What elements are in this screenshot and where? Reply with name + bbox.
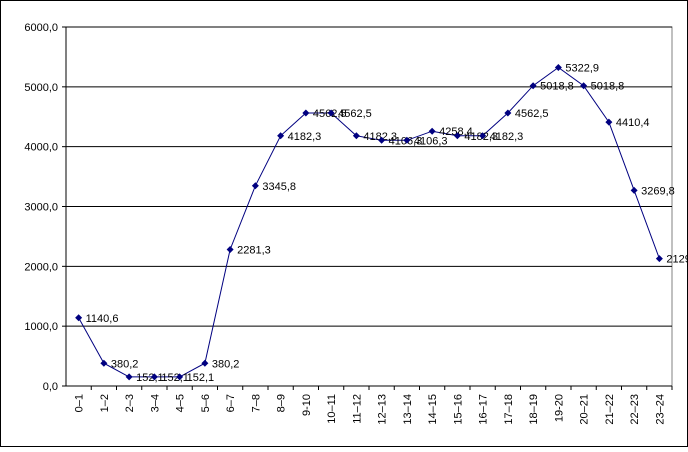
- data-label: 3345,8: [262, 181, 296, 193]
- data-label: 4258,4: [439, 126, 473, 138]
- marker: [302, 109, 310, 117]
- x-tick-label: 0–1: [74, 394, 86, 412]
- marker: [226, 246, 234, 254]
- data-label: 4562,5: [515, 108, 549, 120]
- marker: [327, 109, 335, 117]
- x-tick-label: 2–3: [124, 394, 136, 412]
- marker: [504, 109, 512, 117]
- marker: [479, 132, 487, 140]
- marker: [251, 182, 259, 190]
- data-label: 4182,3: [490, 131, 524, 143]
- x-tick-label: 13–14: [402, 394, 414, 425]
- marker: [352, 132, 360, 140]
- data-label: 2281,3: [237, 245, 271, 257]
- x-tick-label: 14–15: [427, 394, 439, 425]
- x-tick-label: 16–17: [478, 394, 490, 425]
- x-tick-label: 5–6: [200, 394, 212, 412]
- marker: [75, 314, 83, 322]
- x-tick-label: 22–23: [629, 394, 641, 425]
- data-label: 380,2: [212, 358, 240, 370]
- y-tick-label: 0,0: [43, 381, 58, 393]
- y-tick-label: 1000,0: [24, 321, 58, 333]
- data-label: 4182,3: [363, 131, 397, 143]
- marker: [378, 136, 386, 144]
- x-tick-label: 19-20: [553, 394, 565, 422]
- marker: [554, 64, 562, 72]
- marker: [630, 186, 638, 194]
- x-tick-label: 20–21: [579, 394, 591, 425]
- data-label: 2129,2: [666, 254, 688, 266]
- data-label: 5322,9: [565, 63, 599, 75]
- marker: [428, 127, 436, 135]
- marker: [605, 118, 613, 126]
- x-tick-label: 7–8: [250, 394, 262, 412]
- x-tick-label: 11–12: [351, 394, 363, 424]
- data-label: 4562,5: [338, 108, 372, 120]
- y-tick-label: 5000,0: [24, 82, 58, 94]
- marker: [655, 255, 663, 263]
- marker: [580, 82, 588, 90]
- data-label: 5018,8: [591, 81, 625, 93]
- data-label: 1140,6: [86, 313, 119, 325]
- x-tick-label: 4–5: [175, 394, 187, 412]
- x-tick-label: 15–16: [452, 394, 464, 425]
- x-tick-label: 17–18: [503, 394, 515, 425]
- marker: [529, 82, 537, 90]
- x-tick-label: 3–4: [149, 394, 161, 412]
- y-tick-label: 3000,0: [24, 202, 58, 214]
- data-label: 4410,4: [616, 117, 650, 129]
- marker: [277, 132, 285, 140]
- y-tick-label: 2000,0: [24, 261, 58, 273]
- x-tick-label: 12–13: [377, 394, 389, 425]
- marker: [125, 373, 133, 381]
- data-label: 4182,3: [288, 131, 322, 143]
- x-tick-label: 8–9: [276, 394, 288, 412]
- x-tick-label: 18–19: [528, 394, 540, 425]
- x-tick-label: 6–7: [225, 394, 237, 412]
- marker: [100, 359, 108, 367]
- data-label: 152,1: [187, 372, 215, 384]
- marker: [453, 132, 461, 140]
- data-label: 152,1: [161, 372, 189, 384]
- x-tick-label: 1–2: [99, 394, 111, 412]
- y-tick-label: 6000,0: [24, 22, 58, 34]
- x-tick-label: 21–22: [604, 394, 616, 425]
- y-tick-label: 4000,0: [24, 142, 58, 154]
- data-label: 4106,3: [414, 135, 448, 147]
- marker: [403, 136, 411, 144]
- data-label: 3269,8: [641, 185, 675, 197]
- x-tick-label: 23–24: [654, 394, 666, 425]
- marker: [201, 359, 209, 367]
- marker: [176, 373, 184, 381]
- data-label: 5018,8: [540, 81, 574, 93]
- x-tick-label: 9-10: [301, 394, 313, 416]
- data-label: 152,1: [136, 372, 164, 384]
- line: [78, 66, 660, 378]
- marker: [150, 373, 158, 381]
- x-tick-label: 10–11: [326, 394, 338, 424]
- data-label: 380,2: [111, 358, 139, 370]
